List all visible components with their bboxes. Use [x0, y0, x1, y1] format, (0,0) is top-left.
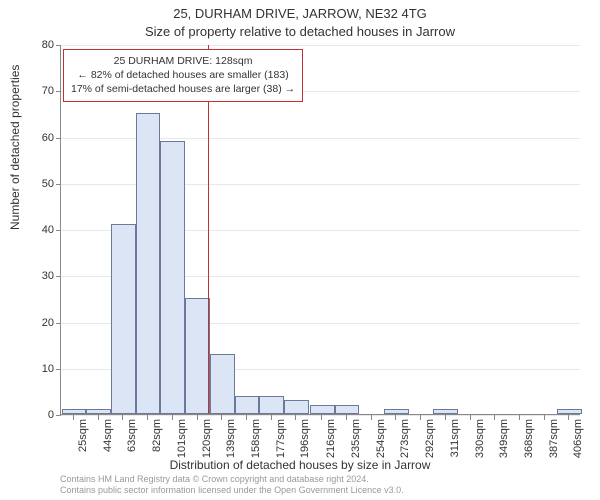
gridline [61, 45, 580, 46]
ytick-label: 70 [24, 85, 54, 97]
xtick-mark [246, 415, 247, 420]
ytick-mark [56, 415, 61, 416]
ytick-label: 50 [24, 178, 54, 190]
annotation-box: 25 DURHAM DRIVE: 128sqm← 82% of detached… [63, 49, 303, 102]
xtick-label: 406sqm [572, 419, 584, 458]
histogram-bar [335, 405, 360, 414]
ytick-mark [56, 369, 61, 370]
xtick-label: 330sqm [474, 419, 486, 458]
xtick-mark [494, 415, 495, 420]
xtick-mark [445, 415, 446, 420]
histogram-bar [111, 224, 136, 414]
footer-line-1: Contains HM Land Registry data © Crown c… [60, 474, 404, 485]
xtick-mark [172, 415, 173, 420]
xtick-mark [371, 415, 372, 420]
ytick-label: 30 [24, 270, 54, 282]
xtick-mark [395, 415, 396, 420]
ytick-mark [56, 230, 61, 231]
xtick-mark [197, 415, 198, 420]
histogram-bar [284, 400, 309, 414]
xtick-label: 63sqm [126, 419, 138, 452]
histogram-bar [185, 298, 210, 414]
xtick-mark [346, 415, 347, 420]
ytick-label: 60 [24, 132, 54, 144]
xtick-mark [321, 415, 322, 420]
xtick-label: 235sqm [350, 419, 362, 458]
xtick-label: 44sqm [102, 419, 114, 452]
xtick-label: 311sqm [449, 419, 461, 457]
xtick-label: 254sqm [375, 419, 387, 458]
ytick-mark [56, 91, 61, 92]
ytick-mark [56, 138, 61, 139]
ytick-mark [56, 184, 61, 185]
histogram-bar [235, 396, 260, 415]
xtick-mark [544, 415, 545, 420]
histogram-bar [259, 396, 284, 415]
xtick-mark [122, 415, 123, 420]
xtick-mark [519, 415, 520, 420]
xtick-mark [420, 415, 421, 420]
xtick-label: 120sqm [201, 419, 213, 458]
ytick-label: 10 [24, 363, 54, 375]
histogram-bar [160, 141, 185, 414]
xtick-label: 273sqm [399, 419, 411, 458]
histogram-bar [310, 405, 335, 414]
xtick-label: 25sqm [77, 419, 89, 452]
xtick-label: 158sqm [250, 419, 262, 458]
xtick-mark [147, 415, 148, 420]
xtick-mark [73, 415, 74, 420]
xtick-mark [221, 415, 222, 420]
xtick-label: 216sqm [325, 419, 337, 458]
chart-subtitle: Size of property relative to detached ho… [0, 24, 600, 39]
address-title: 25, DURHAM DRIVE, JARROW, NE32 4TG [0, 6, 600, 21]
ytick-mark [56, 323, 61, 324]
x-axis-label: Distribution of detached houses by size … [0, 458, 600, 472]
histogram-bar [210, 354, 235, 414]
ytick-label: 40 [24, 224, 54, 236]
plot-region: 0102030405060708025 DURHAM DRIVE: 128sqm… [60, 45, 580, 415]
annotation-line: 25 DURHAM DRIVE: 128sqm [71, 54, 295, 68]
xtick-label: 196sqm [299, 419, 311, 458]
chart-container: 25, DURHAM DRIVE, JARROW, NE32 4TG Size … [0, 0, 600, 500]
xtick-label: 82sqm [151, 419, 163, 452]
annotation-line: 17% of semi-detached houses are larger (… [71, 82, 295, 96]
xtick-label: 292sqm [424, 419, 436, 458]
ytick-label: 80 [24, 39, 54, 51]
xtick-label: 177sqm [275, 419, 287, 458]
xtick-label: 349sqm [498, 419, 510, 458]
histogram-bar [86, 409, 111, 414]
xtick-mark [98, 415, 99, 420]
histogram-bar [557, 409, 582, 414]
annotation-line: ← 82% of detached houses are smaller (18… [71, 68, 295, 82]
footer-line-2: Contains public sector information licen… [60, 485, 404, 496]
y-axis-label: Number of detached properties [8, 65, 22, 230]
histogram-bar [62, 409, 87, 414]
xtick-label: 139sqm [225, 419, 237, 458]
ytick-label: 0 [24, 409, 54, 421]
xtick-label: 101sqm [176, 419, 188, 458]
footer-attribution: Contains HM Land Registry data © Crown c… [60, 474, 404, 496]
ytick-mark [56, 45, 61, 46]
xtick-mark [568, 415, 569, 420]
ytick-label: 20 [24, 317, 54, 329]
ytick-mark [56, 276, 61, 277]
chart-area: 0102030405060708025 DURHAM DRIVE: 128sqm… [60, 45, 580, 415]
xtick-mark [470, 415, 471, 420]
xtick-mark [271, 415, 272, 420]
xtick-mark [295, 415, 296, 420]
xtick-label: 387sqm [548, 419, 560, 458]
histogram-bar [384, 409, 409, 414]
xtick-label: 368sqm [523, 419, 535, 458]
histogram-bar [136, 113, 161, 414]
histogram-bar [433, 409, 458, 414]
